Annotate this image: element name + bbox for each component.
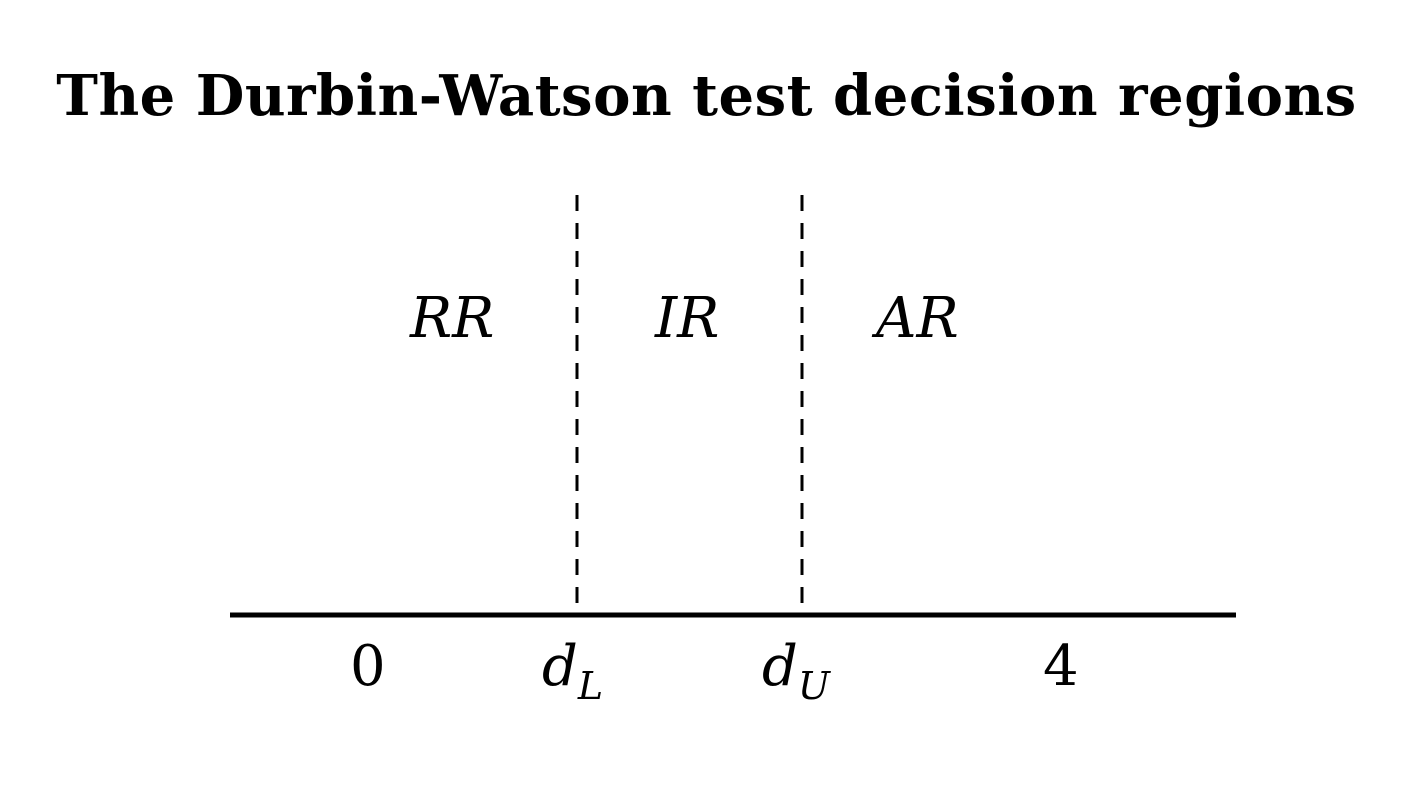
region-label-ar: AR bbox=[876, 286, 959, 351]
tick-label-four: 4 bbox=[1043, 634, 1079, 699]
tick-label-du: dU bbox=[762, 632, 830, 705]
tick-label-du-base: d bbox=[762, 634, 798, 699]
region-label-rr: RR bbox=[410, 286, 495, 351]
diagram-title: The Durbin-Watson test decision regions bbox=[56, 63, 1357, 129]
tick-label-dl: dL bbox=[542, 632, 603, 705]
tick-label-dl-base: d bbox=[542, 634, 578, 699]
tick-label-du-subscript: U bbox=[797, 664, 830, 708]
tick-label-zero: 0 bbox=[350, 634, 386, 699]
tick-label-dl-subscript: L bbox=[577, 664, 604, 708]
region-label-ir: IR bbox=[655, 286, 720, 351]
